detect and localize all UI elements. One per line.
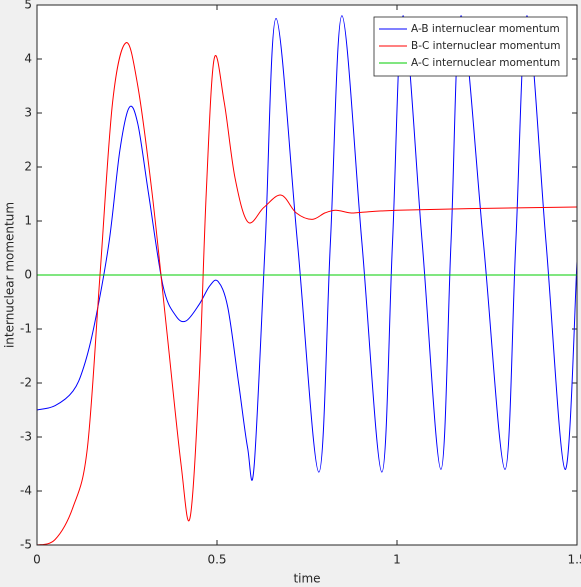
x-tick-label: 0.5	[207, 553, 226, 567]
legend-label: A-B internuclear momentum	[411, 23, 560, 35]
series-line	[36, 42, 578, 546]
y-tick-label: 3	[24, 106, 32, 120]
x-tick-label: 1.5	[567, 553, 581, 567]
y-tick-label: 2	[24, 160, 32, 174]
y-tick-label: -5	[20, 538, 32, 552]
legend-label: A-C internuclear momentum	[411, 57, 560, 69]
y-tick-label: -2	[20, 376, 32, 390]
y-tick-label: 0	[24, 268, 32, 282]
y-tick-label: -1	[20, 322, 32, 336]
series-line	[36, 15, 578, 481]
x-axis-label: time	[293, 572, 320, 586]
x-tick-label: 0	[33, 553, 41, 567]
y-tick-label: 4	[24, 52, 32, 66]
x-tick-label: 1	[393, 553, 401, 567]
y-tick-label: 1	[24, 214, 32, 228]
y-tick-label: -4	[20, 484, 32, 498]
y-tick-label: 5	[24, 0, 32, 12]
y-tick-label: -3	[20, 430, 32, 444]
axes-box	[36, 4, 578, 546]
y-axis-label: internuclear momentum	[3, 202, 17, 348]
legend-label: B-C internuclear momentum	[411, 40, 561, 52]
